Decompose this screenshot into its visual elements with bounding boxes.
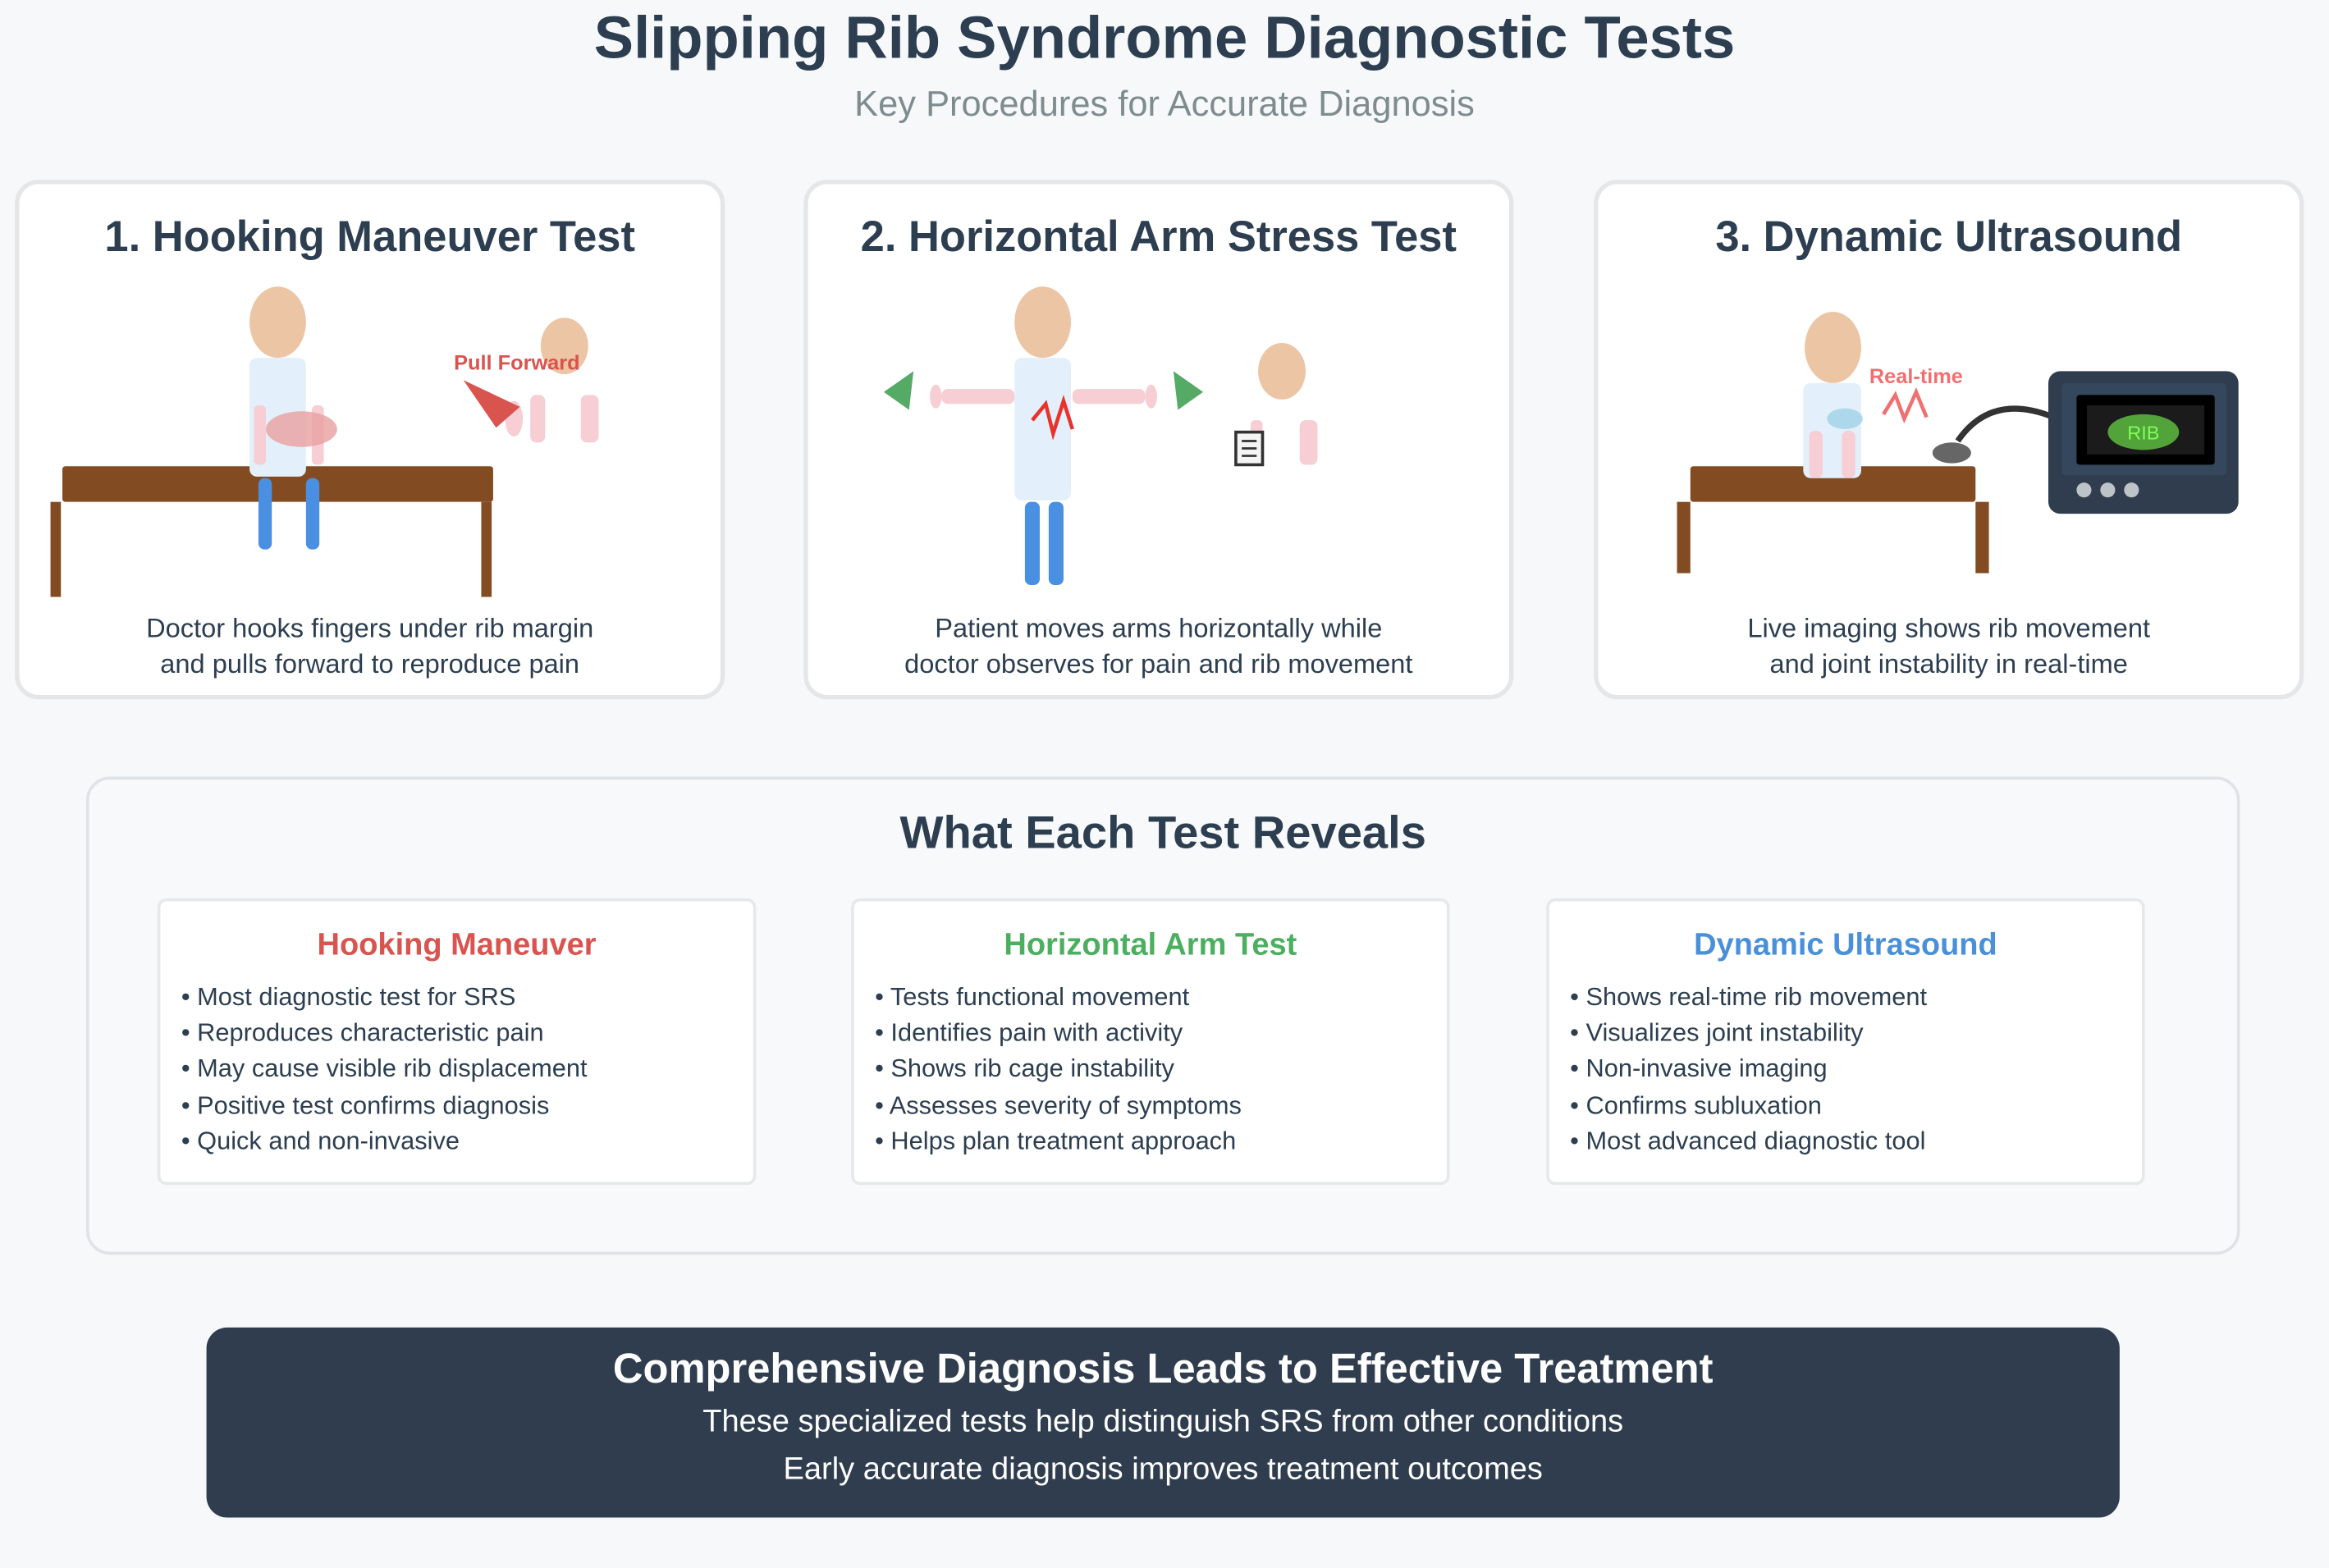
patient-hand — [930, 384, 942, 409]
banner-line: These specialized tests help distinguish… — [702, 1404, 1624, 1439]
card-description: Patient moves arms horizontally while doc… — [904, 613, 1413, 679]
card-title: 2. Horizontal Arm Stress Test — [860, 213, 1457, 262]
card-dynamic-ultrasound: 3. Dynamic Ultrasound Live imaging shows… — [1594, 179, 2304, 700]
doctor-arm — [580, 395, 599, 443]
summary-box-hooking: Hooking Maneuver • Most diagnostic test … — [157, 898, 757, 1186]
list-item: • Most diagnostic test for SRS — [181, 983, 516, 1012]
patient-arm — [1842, 430, 1855, 478]
exam-table — [1690, 466, 1976, 502]
arm-stress-illustration — [883, 286, 1318, 586]
patient-arm — [941, 389, 1015, 405]
doctor-arm — [1299, 420, 1318, 465]
list-item: • Positive test confirms diagnosis — [181, 1090, 550, 1119]
table-leg — [1677, 501, 1691, 574]
monitor-button — [2100, 482, 2116, 498]
scan-area — [1827, 408, 1863, 430]
arrow-left-icon — [883, 371, 914, 410]
patient-head — [249, 286, 306, 359]
hooking-illustration: Pull Forward — [50, 286, 599, 597]
pull-arrow-icon — [463, 380, 520, 428]
patient-leg — [305, 478, 320, 550]
table-leg — [50, 501, 62, 597]
list-item: • May cause visible rib displacement — [181, 1054, 588, 1084]
ultrasound-probe-icon — [1932, 442, 1971, 464]
list-item: • Confirms subluxation — [1570, 1090, 1822, 1119]
card-title: 1. Hooking Maneuver Test — [104, 213, 635, 262]
pull-forward-label: Pull Forward — [454, 352, 579, 375]
card-horizontal-arm-test: 2. Horizontal Arm Stress Test Patient mo… — [803, 179, 1514, 700]
page-title: Slipping Rib Syndrome Diagnostic Tests — [593, 6, 1736, 71]
banner-title: Comprehensive Diagnosis Leads to Effecti… — [612, 1345, 1714, 1392]
list-item: • Non-invasive imaging — [1570, 1054, 1828, 1084]
banner-line: Early accurate diagnosis improves treatm… — [783, 1451, 1543, 1487]
table-leg — [481, 501, 492, 597]
exam-table — [62, 466, 493, 502]
real-time-label: Real-time — [1869, 365, 1963, 388]
list-item: • Visualizes joint instability — [1570, 1018, 1864, 1048]
list-item: • Assesses severity of symptoms — [875, 1090, 1242, 1119]
rib-image — [2107, 414, 2180, 450]
doctor-arm — [530, 395, 546, 443]
summary-box-title: Hooking Maneuver — [317, 928, 597, 962]
patient-head — [1014, 286, 1072, 359]
rib-screen-label: RIB — [2127, 423, 2159, 444]
doctor-head — [1258, 343, 1306, 400]
list-item: • Shows rib cage instability — [875, 1054, 1174, 1084]
pain-zigzag-icon — [1031, 395, 1074, 441]
patient-leg — [1024, 501, 1040, 586]
patient-arm — [1072, 389, 1146, 405]
table-leg — [1975, 501, 1989, 574]
summary-box-title: Dynamic Ultrasound — [1694, 928, 1997, 962]
list-item: • Most advanced diagnostic tool — [1570, 1127, 1926, 1155]
patient-leg — [258, 478, 272, 550]
patient-body — [1014, 358, 1072, 501]
patient-head — [1805, 312, 1861, 383]
signal-zigzag-icon — [1882, 387, 1929, 424]
summary-list: • Most diagnostic test for SRS • Reprodu… — [181, 980, 588, 1159]
pain-area — [265, 411, 337, 447]
list-item: • Reproduces characteristic pain — [181, 1018, 544, 1048]
summary-box-ultrasound: Dynamic Ultrasound • Shows real-time rib… — [1546, 898, 2145, 1186]
patient-leg — [1048, 501, 1064, 586]
probe-cable — [1955, 405, 2052, 443]
monitor-button — [2076, 482, 2092, 498]
page-subtitle: Key Procedures for Accurate Diagnosis — [854, 85, 1475, 126]
summary-panel: What Each Test Reveals Hooking Maneuver … — [85, 776, 2240, 1255]
doctor-head — [540, 318, 588, 375]
monitor-button — [2124, 482, 2139, 498]
list-item: • Shows real-time rib movement — [1570, 983, 1928, 1012]
card-hooking-maneuver: 1. Hooking Maneuver Test Doctor hooks fi… — [15, 179, 725, 700]
list-item: • Helps plan treatment approach — [875, 1127, 1237, 1155]
summary-title: What Each Test Reveals — [899, 806, 1426, 859]
summary-list: • Shows real-time rib movement • Visuali… — [1570, 980, 1927, 1159]
summary-list: • Tests functional movement • Identifies… — [875, 980, 1242, 1159]
conclusion-banner: Comprehensive Diagnosis Leads to Effecti… — [206, 1327, 2120, 1518]
list-item: • Tests functional movement — [875, 983, 1190, 1012]
ultrasound-illustration: Real-time RIB — [1677, 312, 2239, 574]
list-item: • Identifies pain with activity — [875, 1018, 1183, 1048]
card-title: 3. Dynamic Ultrasound — [1715, 213, 2183, 262]
patient-arm — [254, 405, 266, 465]
patient-hand — [1145, 384, 1157, 409]
card-description: Doctor hooks fingers under rib margin and… — [146, 613, 594, 679]
card-description: Live imaging shows rib movement and joint… — [1747, 613, 2151, 679]
list-item: • Quick and non-invasive — [181, 1127, 460, 1155]
summary-box-title: Horizontal Arm Test — [1004, 928, 1297, 962]
summary-box-horizontal-arm: Horizontal Arm Test • Tests functional m… — [851, 898, 1450, 1186]
arrow-right-icon — [1173, 371, 1204, 410]
patient-arm — [1809, 430, 1823, 478]
